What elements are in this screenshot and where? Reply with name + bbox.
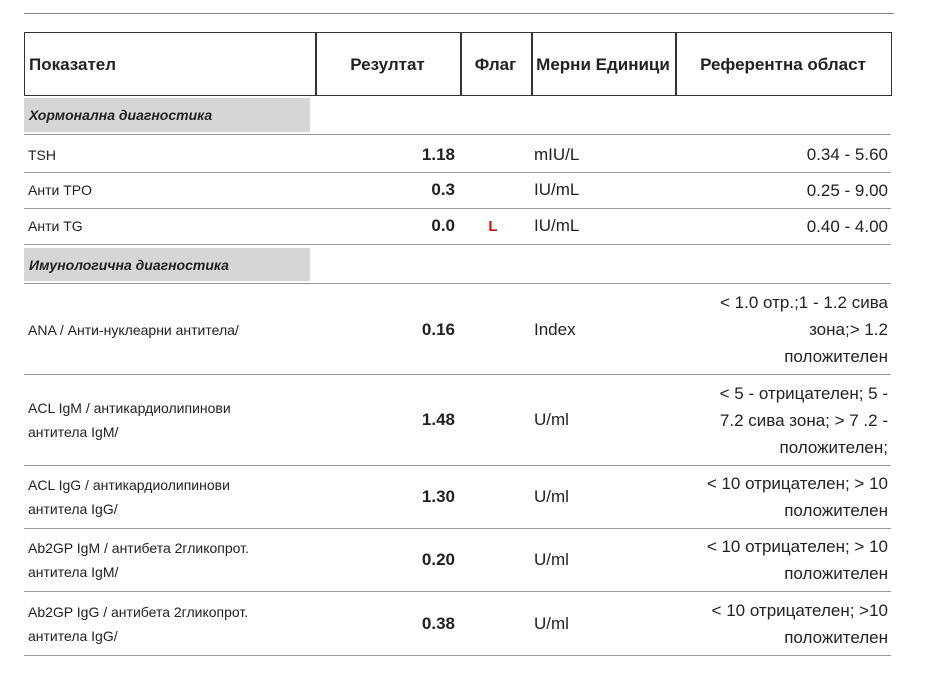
top-rule	[24, 13, 894, 14]
column-header: Резултат	[350, 55, 425, 74]
units: U/ml	[534, 410, 569, 429]
row-rule	[24, 208, 891, 209]
reference-range: 0.40 - 4.00	[675, 208, 888, 244]
units: U/ml	[534, 487, 569, 506]
name-line: антитела IgG/	[28, 501, 118, 517]
name-line: антитела IgG/	[28, 627, 118, 644]
reference-range: < 10 отрицателен; > 10 положителен	[675, 466, 888, 528]
header-box	[24, 32, 892, 96]
reference-line: < 10 отрицателен; > 10	[706, 474, 888, 493]
name-line: Анти TPO	[28, 182, 92, 198]
row-rule	[24, 244, 891, 245]
reference-range: < 1.0 отр.;1 - 1.2 сива зона;> 1.2 положит…	[675, 285, 888, 374]
result: 0.20	[421, 550, 455, 569]
result: 1.30	[421, 487, 455, 506]
units: U/ml	[534, 613, 569, 633]
result: 0.38	[421, 613, 455, 633]
result: 0.0	[431, 216, 455, 235]
reference-range: < 5 - отрицателен; 5 - 7.2 сива зона; > 7…	[675, 375, 888, 465]
indicator-name: ACL IgG / антикардиолипинови антитела IgG…	[28, 466, 313, 528]
reference-range: < 10 отрицателен; > 10 положителен	[675, 529, 888, 591]
row-rule	[24, 172, 891, 173]
name-line: антитела IgM/	[28, 424, 119, 440]
result: 1.48	[421, 410, 455, 429]
result: 1.18	[421, 144, 455, 164]
units: IU/mL	[534, 180, 580, 199]
section-title: Хормонална диагностика	[24, 98, 310, 132]
row-rule	[24, 374, 891, 375]
indicator-name: Ab2GP IgG / антибета 2гликопрот. антитела…	[28, 592, 313, 655]
indicator-name: Анти TG	[28, 208, 313, 244]
reference-range: < 10 отрицателен; >10 положителен	[675, 592, 888, 655]
reference-line: положителен	[784, 627, 888, 647]
units: IU/mL	[534, 216, 580, 235]
indicator-name: ACL IgM / антикардиолипинови антитела IgM…	[28, 375, 313, 465]
column-header: Показател	[29, 55, 117, 74]
indicator-name: ANA / Анти-нуклеарни антитела/	[28, 285, 313, 374]
column-header: Мерни Единици	[536, 55, 670, 74]
reference-line: < 5 - отрицателен; 5 -	[719, 383, 888, 403]
reference-line: положителен	[784, 347, 888, 366]
reference-line: положителен	[784, 501, 888, 520]
name-line: антитела IgM/	[28, 564, 119, 580]
units: U/ml	[534, 550, 569, 569]
reference-line: 7.2 сива зона; > 7 .2 -	[719, 410, 888, 430]
result: 0.16	[421, 319, 455, 339]
units: mIU/L	[534, 144, 580, 164]
reference-line: < 10 отрицателен; > 10	[706, 537, 888, 556]
column-header: Флаг	[474, 55, 517, 74]
row-rule	[24, 591, 891, 592]
reference-line: 0.34 - 5.60	[806, 145, 888, 164]
reference-range: 0.34 - 5.60	[675, 137, 888, 172]
row-rule	[24, 134, 891, 135]
indicator-name: TSH	[28, 137, 313, 172]
column-header: Референтна област	[700, 55, 866, 74]
column-divider	[460, 33, 462, 96]
reference-line: зона;> 1.2	[809, 320, 888, 339]
name-line: Ab2GP IgG / антибета 2гликопрот.	[28, 603, 249, 620]
column-divider	[531, 33, 533, 96]
name-line: ACL IgG / антикардиолипинови	[28, 477, 230, 493]
row-rule	[24, 528, 891, 529]
reference-line: 0.25 - 9.00	[806, 180, 888, 200]
row-rule	[24, 283, 891, 284]
result: 0.3	[431, 180, 455, 199]
reference-line: положителен	[784, 564, 888, 583]
indicator-name: Ab2GP IgM / антибета 2гликопрот. антитела…	[28, 529, 313, 591]
row-rule	[24, 655, 891, 656]
units: Index	[534, 319, 576, 339]
reference-line: положителен;	[779, 437, 889, 457]
name-line: Ab2GP IgM / антибета 2гликопрот.	[28, 540, 249, 556]
row-rule	[24, 465, 891, 466]
flag: L	[488, 217, 498, 235]
name-line: ACL IgM / антикардиолипинови	[28, 400, 231, 416]
name-line: Анти TG	[28, 218, 83, 234]
column-divider	[675, 33, 677, 96]
section-title: Имунологична диагностика	[24, 248, 310, 281]
column-divider	[315, 33, 317, 96]
reference-line: < 1.0 отр.;1 - 1.2 сива	[720, 293, 888, 312]
name-line: ANA / Анти-нуклеарни антитела/	[28, 321, 239, 338]
indicator-name: Анти TPO	[28, 172, 313, 208]
reference-line: 0.40 - 4.00	[806, 216, 888, 236]
name-line: TSH	[28, 146, 56, 163]
reference-range: 0.25 - 9.00	[675, 172, 888, 208]
reference-line: < 10 отрицателен; >10	[711, 600, 888, 620]
